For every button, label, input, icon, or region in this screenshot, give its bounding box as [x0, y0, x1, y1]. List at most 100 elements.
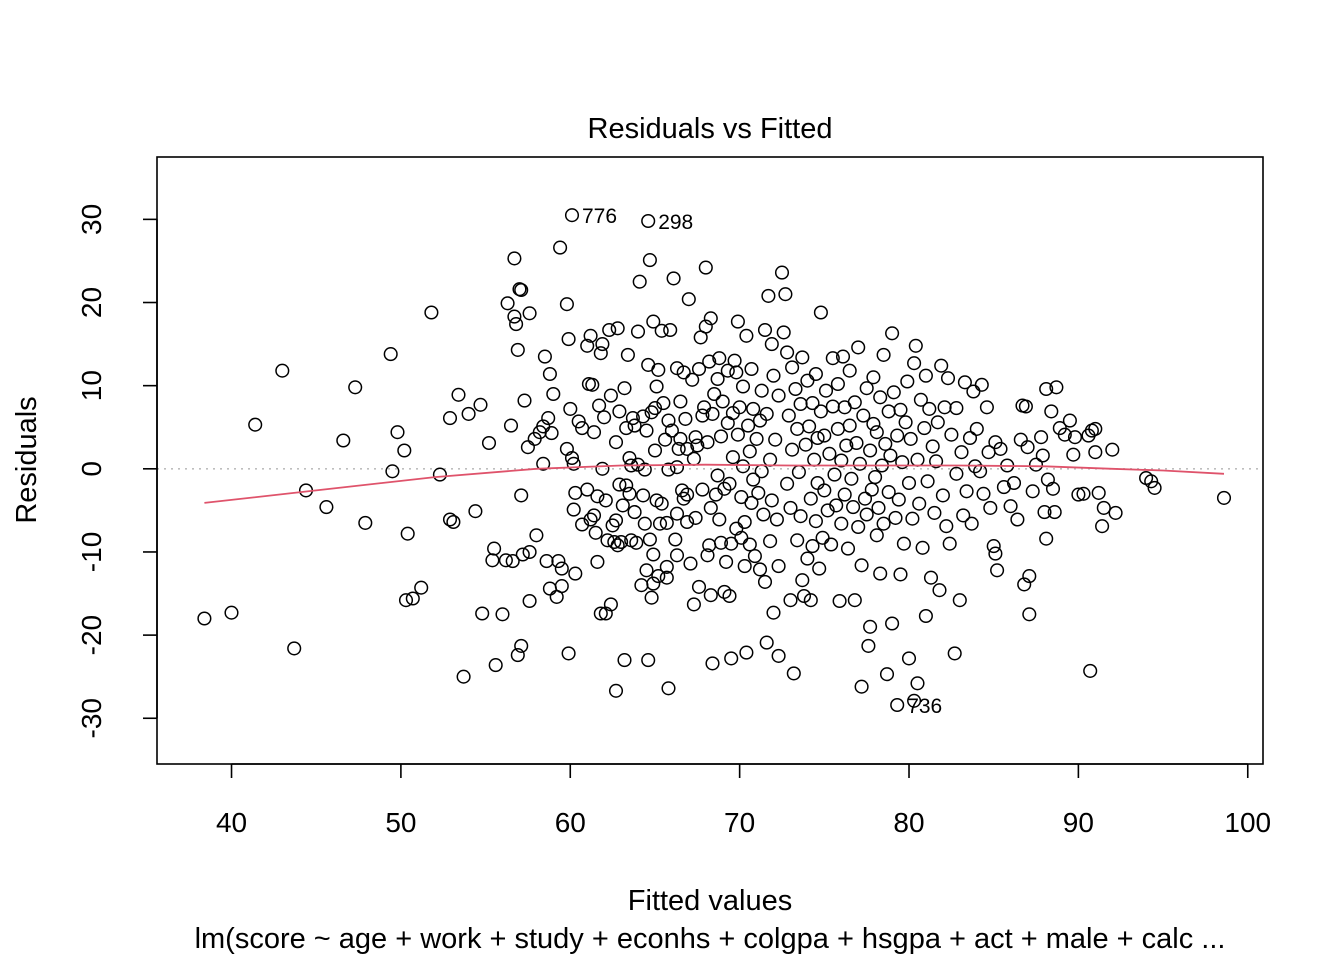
x-tick-label: 40 — [216, 807, 247, 838]
residual-point — [649, 379, 664, 394]
residual-point — [646, 576, 661, 591]
residual-point — [680, 514, 695, 530]
residual-point — [824, 537, 839, 552]
residual-point — [446, 514, 461, 530]
residual-point — [780, 476, 795, 491]
residual-point — [735, 459, 751, 474]
residual-point — [586, 425, 602, 440]
residual-point — [910, 676, 925, 691]
residual-point — [1057, 427, 1072, 442]
residual-point — [813, 305, 828, 320]
residual-point — [830, 421, 845, 436]
residual-point — [1028, 457, 1044, 472]
residual-point — [918, 608, 933, 624]
residual-point — [671, 441, 686, 456]
residual-point — [636, 409, 651, 424]
x-tick-label: 100 — [1224, 807, 1271, 838]
residual-point — [646, 547, 661, 562]
residual-point — [554, 561, 569, 576]
residual-point — [641, 653, 656, 668]
residual-point — [510, 342, 525, 357]
residual-point — [614, 534, 629, 550]
residual-point — [442, 512, 458, 527]
residual-point — [566, 502, 581, 517]
residual-point — [675, 483, 690, 498]
residual-point — [520, 440, 535, 455]
residual-point — [703, 311, 718, 326]
residual-point — [959, 484, 974, 499]
residual-point — [746, 401, 761, 416]
residual-point — [651, 569, 666, 584]
residual-point — [869, 528, 884, 543]
residual-point — [619, 421, 634, 436]
residual-point — [969, 421, 984, 436]
smoother-line — [204, 463, 1225, 504]
residual-point — [901, 651, 917, 666]
residual-point — [630, 324, 646, 339]
residual-point — [783, 593, 798, 608]
residual-point — [766, 368, 781, 383]
residual-point — [890, 428, 905, 443]
residual-point — [697, 400, 712, 415]
residual-point — [703, 588, 718, 603]
residual-point — [901, 475, 917, 491]
residual-point — [719, 554, 734, 569]
residual-point — [622, 450, 637, 466]
residual-point — [608, 513, 624, 528]
residual-point — [974, 377, 989, 392]
residual-point — [1091, 485, 1106, 500]
residual-point — [923, 570, 939, 585]
residual-point — [813, 404, 828, 419]
residual-point — [885, 616, 900, 631]
residual-point — [529, 528, 544, 543]
residual-point — [851, 519, 866, 535]
residual-point — [812, 561, 827, 576]
residual-point — [840, 541, 856, 556]
residual-point — [639, 563, 654, 578]
residual-point — [722, 476, 737, 491]
residual-point — [505, 554, 520, 569]
residual-point — [851, 340, 866, 355]
residual-point — [820, 503, 835, 518]
residual-point — [976, 486, 991, 501]
residual-point — [612, 477, 627, 492]
residual-point — [908, 338, 923, 353]
residual-point — [583, 512, 598, 527]
y-axis-title: Residuals — [11, 396, 43, 523]
residual-point — [863, 443, 878, 458]
plot-frame — [156, 156, 1264, 765]
residual-point — [900, 374, 915, 389]
residual-point — [751, 485, 766, 500]
residual-point — [610, 321, 625, 336]
residual-point — [852, 456, 867, 471]
residual-point — [790, 533, 805, 548]
x-tick-label: 50 — [385, 807, 416, 838]
residual-point — [580, 482, 595, 497]
residual-point — [1017, 577, 1032, 592]
residual-point — [619, 478, 634, 493]
residual-point — [818, 383, 834, 398]
residual-point — [510, 648, 525, 663]
residual-point — [829, 498, 844, 513]
residual-point — [691, 579, 707, 594]
residual-point — [763, 534, 778, 549]
residual-point — [737, 514, 752, 530]
residual-point — [934, 358, 949, 373]
residual-point — [1047, 505, 1062, 520]
residual-point — [647, 401, 663, 416]
residual-point — [688, 430, 703, 445]
residual-point — [615, 498, 630, 513]
residual-point — [708, 487, 723, 502]
residual-point — [769, 512, 784, 527]
residual-point — [744, 361, 759, 377]
residual-point — [666, 271, 681, 286]
residual-point — [771, 648, 786, 663]
residual-point — [475, 606, 490, 621]
residual-point — [776, 325, 791, 340]
residual-point — [1062, 413, 1077, 428]
residual-point — [656, 396, 671, 411]
residual-point — [915, 540, 930, 555]
residual-point — [564, 208, 580, 223]
residual-point — [695, 408, 710, 423]
residual-point — [810, 475, 825, 491]
